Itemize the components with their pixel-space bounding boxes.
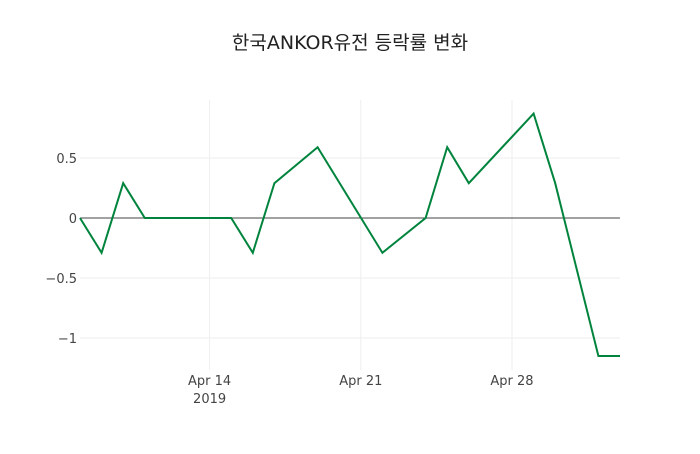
x-tick-label: Apr 28 [490, 374, 533, 389]
chart-title: 한국ANKOR유전 등락률 변화 [232, 32, 468, 54]
y-tick-label: 0.5 [56, 152, 77, 167]
x-tick-year-label: 2019 [193, 392, 226, 407]
y-tick-label: −1 [58, 332, 77, 347]
x-tick-label: Apr 21 [339, 374, 382, 389]
series-line [80, 114, 620, 356]
y-tick-label: 0 [69, 212, 77, 227]
y-tick-label: −0.5 [45, 272, 77, 287]
x-tick-label: Apr 14 [188, 374, 231, 389]
